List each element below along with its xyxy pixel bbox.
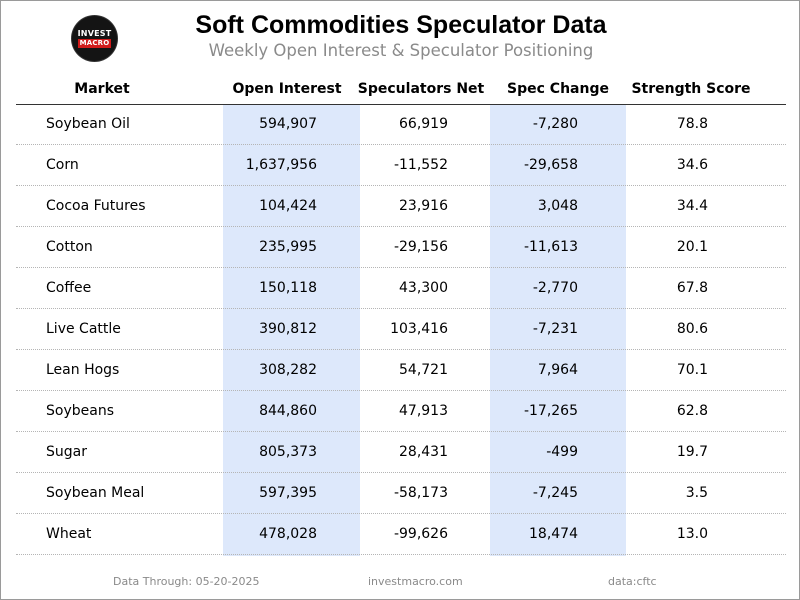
strength-score-value: 67.8: [676, 280, 708, 296]
open-interest-value: 390,812: [259, 321, 317, 337]
table-row: Soybeans 844,860 47,913 -17,265 62.8: [16, 391, 786, 432]
page-title: Soft Commodities Speculator Data: [195, 11, 607, 39]
strength-score-value: 3.5: [685, 485, 708, 501]
header-market: Market: [74, 81, 130, 97]
header-speculators-net: Speculators Net: [357, 81, 485, 97]
page-subtitle: Weekly Open Interest & Speculator Positi…: [208, 41, 594, 60]
speculators-net-value: 43,300: [399, 280, 448, 296]
spec-change-value: -7,231: [532, 321, 578, 337]
investmacro-logo: INVEST MACRO: [72, 16, 117, 61]
spec-change-value: -17,265: [523, 403, 578, 419]
table-row: Cocoa Futures 104,424 23,916 3,048 34.4: [16, 186, 786, 227]
table-row: Sugar 805,373 28,431 -499 19.7: [16, 432, 786, 473]
site-name: investmacro.com: [368, 575, 463, 588]
market-name: Live Cattle: [46, 321, 121, 337]
speculators-net-value: 23,916: [399, 198, 448, 214]
open-interest-value: 1,637,956: [245, 157, 317, 173]
table-row: Coffee 150,118 43,300 -2,770 67.8: [16, 268, 786, 309]
speculators-net-value: 66,919: [399, 116, 448, 132]
strength-score-value: 19.7: [676, 444, 708, 460]
header-strength-score: Strength Score: [631, 81, 751, 97]
data-source: data:cftc: [608, 575, 657, 588]
market-name: Cocoa Futures: [46, 198, 146, 214]
table-row: Lean Hogs 308,282 54,721 7,964 70.1: [16, 350, 786, 391]
strength-score-value: 34.6: [676, 157, 708, 173]
speculators-net-value: -99,626: [393, 526, 448, 542]
speculators-net-value: -11,552: [393, 157, 448, 173]
header-divider: [16, 104, 786, 105]
open-interest-value: 308,282: [259, 362, 317, 378]
spec-change-value: -11,613: [523, 239, 578, 255]
spec-change-value: -7,245: [532, 485, 578, 501]
strength-score-value: 20.1: [676, 239, 708, 255]
speculators-net-value: 103,416: [390, 321, 448, 337]
market-name: Corn: [46, 157, 79, 173]
market-name: Sugar: [46, 444, 87, 460]
market-name: Coffee: [46, 280, 92, 296]
market-name: Lean Hogs: [46, 362, 120, 378]
open-interest-value: 104,424: [259, 198, 317, 214]
table-row: Corn 1,637,956 -11,552 -29,658 34.6: [16, 145, 786, 186]
speculators-net-value: 54,721: [399, 362, 448, 378]
market-name: Soybean Oil: [46, 116, 130, 132]
table-row: Soybean Oil 594,907 66,919 -7,280 78.8: [16, 104, 786, 145]
spec-change-value: 7,964: [537, 362, 578, 378]
open-interest-column-highlight: [223, 104, 360, 556]
table-row: Wheat 478,028 -99,626 18,474 13.0: [16, 514, 786, 555]
table-row: Cotton 235,995 -29,156 -11,613 20.1: [16, 227, 786, 268]
header-spec-change: Spec Change: [507, 81, 609, 97]
table-row: Soybean Meal 597,395 -58,173 -7,245 3.5: [16, 473, 786, 514]
spec-change-value: -2,770: [532, 280, 578, 296]
spec-change-value: -499: [546, 444, 578, 460]
spec-change-column-highlight: [490, 104, 626, 556]
strength-score-value: 34.4: [676, 198, 708, 214]
open-interest-value: 594,907: [259, 116, 317, 132]
open-interest-value: 150,118: [259, 280, 317, 296]
market-name: Wheat: [46, 526, 92, 542]
spec-change-value: -29,658: [523, 157, 578, 173]
logo-line1: INVEST: [77, 29, 112, 38]
speculators-net-value: -58,173: [393, 485, 448, 501]
strength-score-value: 80.6: [676, 321, 708, 337]
strength-score-value: 70.1: [676, 362, 708, 378]
speculators-net-value: 47,913: [399, 403, 448, 419]
strength-score-value: 62.8: [676, 403, 708, 419]
market-name: Cotton: [46, 239, 93, 255]
speculators-net-value: 28,431: [399, 444, 448, 460]
spec-change-value: 3,048: [537, 198, 578, 214]
open-interest-value: 235,995: [259, 239, 317, 255]
strength-score-value: 78.8: [676, 116, 708, 132]
market-name: Soybeans: [46, 403, 114, 419]
header-open-interest: Open Interest: [232, 81, 342, 97]
spec-change-value: 18,474: [529, 526, 578, 542]
logo-line2: MACRO: [77, 39, 112, 48]
open-interest-value: 478,028: [259, 526, 317, 542]
table-row: Live Cattle 390,812 103,416 -7,231 80.6: [16, 309, 786, 350]
strength-score-value: 13.0: [676, 526, 708, 542]
open-interest-value: 597,395: [259, 485, 317, 501]
market-name: Soybean Meal: [46, 485, 145, 501]
open-interest-value: 844,860: [259, 403, 317, 419]
spec-change-value: -7,280: [532, 116, 578, 132]
data-through-date: Data Through: 05-20-2025: [113, 575, 260, 588]
open-interest-value: 805,373: [259, 444, 317, 460]
speculators-net-value: -29,156: [393, 239, 448, 255]
